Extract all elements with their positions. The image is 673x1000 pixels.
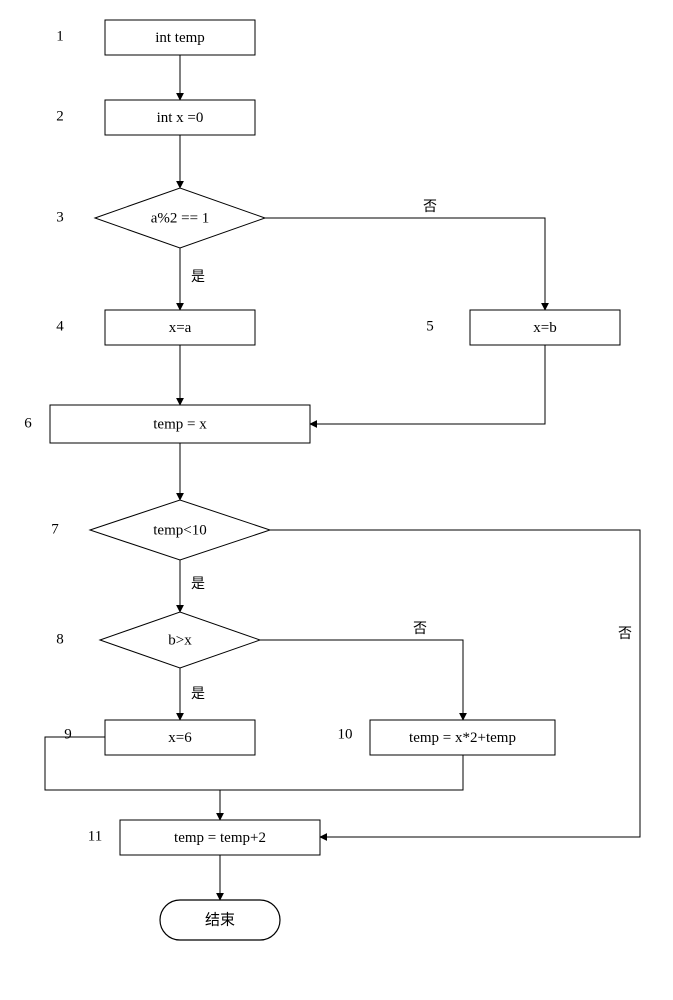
node-label: temp = x*2+temp [409, 730, 516, 746]
node-number: 11 [88, 828, 102, 844]
node-end: 结束 [160, 900, 280, 940]
edge [270, 530, 640, 837]
node-number: 2 [56, 108, 64, 124]
edge [260, 640, 463, 720]
edge [265, 218, 545, 310]
node-label: x=6 [168, 730, 192, 746]
node-label: int temp [155, 30, 205, 46]
node-number: 6 [24, 415, 32, 431]
node-n3: a%2 == 1 3 [56, 188, 265, 248]
edge-label: 否 [618, 627, 632, 642]
node-n10: temp = x*2+temp 10 [338, 720, 556, 755]
node-number: 9 [64, 726, 72, 742]
edge-label: 是 [191, 270, 205, 285]
edges-layer: 是否是否是否 [45, 55, 640, 900]
node-label: a%2 == 1 [151, 210, 210, 226]
node-number: 7 [51, 521, 59, 537]
flowchart-canvas: 是否是否是否int temp1int x =02a%2 == 13x=a4x=b… [0, 0, 673, 1000]
node-n4: x=a 4 [56, 310, 255, 345]
node-n11: temp = temp+2 11 [88, 820, 320, 855]
node-n5: x=b 5 [426, 310, 620, 345]
node-number: 8 [56, 631, 64, 647]
node-label: temp = temp+2 [174, 830, 266, 846]
node-n8: b>x 8 [56, 612, 260, 668]
node-number: 3 [56, 209, 64, 225]
nodes-layer: int temp 1 int x =0 2 a%2 == 1 3 x=a 4 x=b 5 temp … [24, 20, 620, 940]
node-n6: temp = x 6 [24, 405, 310, 443]
edge [220, 755, 463, 790]
node-label: x=b [533, 320, 556, 336]
node-number: 4 [56, 318, 64, 334]
node-label: x=a [169, 320, 192, 336]
node-number: 10 [338, 726, 353, 742]
edge-label: 是 [191, 577, 205, 592]
edge [310, 345, 545, 424]
node-n7: temp<10 7 [51, 500, 270, 560]
node-number: 1 [56, 28, 64, 44]
edge-label: 否 [413, 622, 427, 637]
node-number: 5 [426, 318, 434, 334]
node-label: int x =0 [157, 110, 204, 126]
node-label: temp = x [153, 416, 207, 432]
node-n1: int temp 1 [56, 20, 255, 55]
edge-label: 否 [423, 200, 437, 215]
node-n2: int x =0 2 [56, 100, 255, 135]
node-label: 结束 [205, 911, 235, 928]
node-label: b>x [168, 632, 192, 648]
node-label: temp<10 [153, 522, 206, 538]
edge-label: 是 [191, 687, 205, 702]
